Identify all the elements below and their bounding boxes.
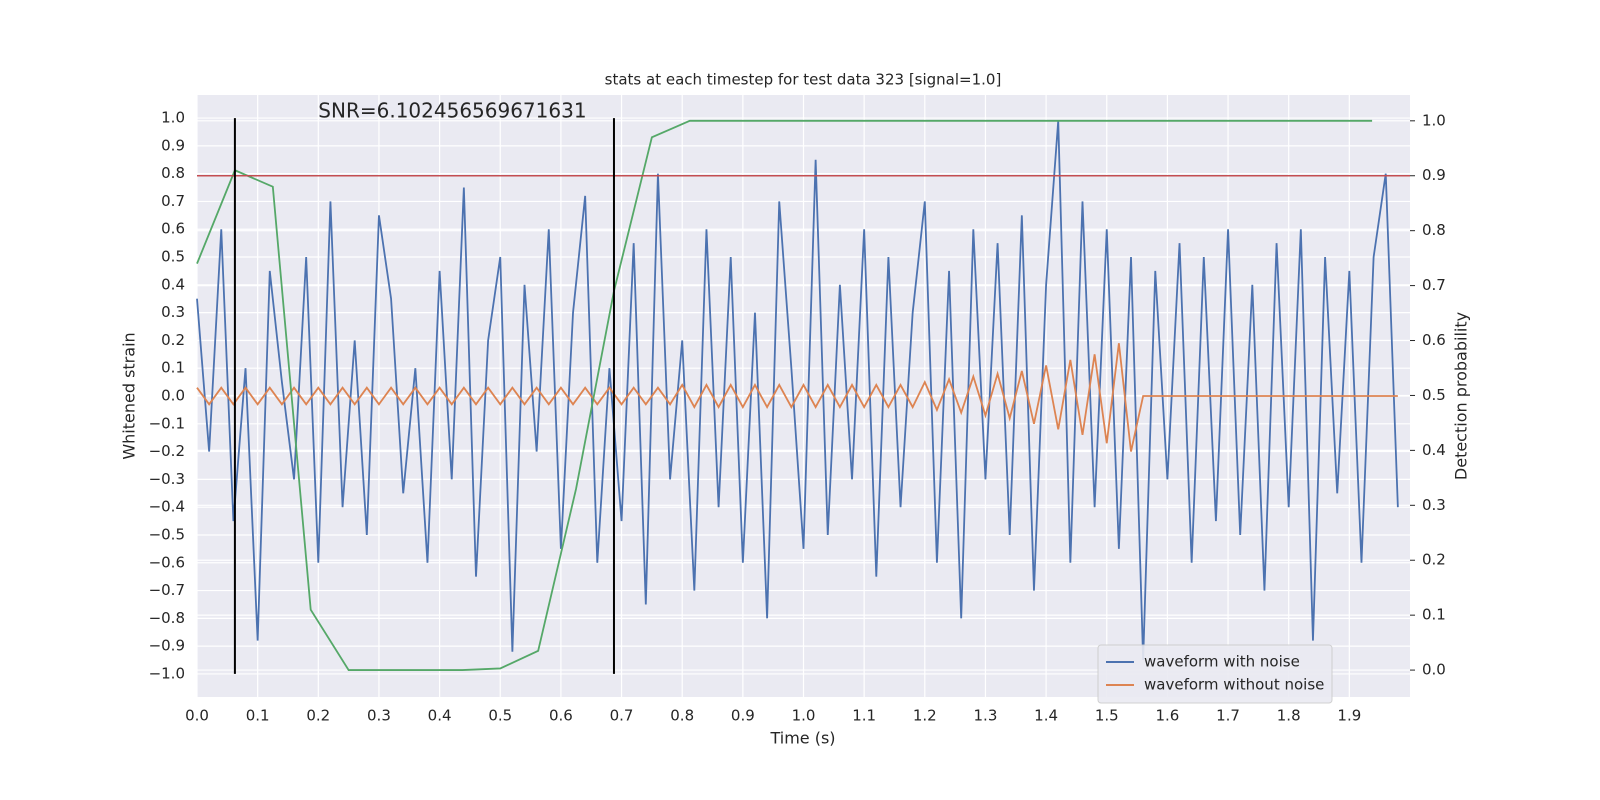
y2-axis-label: Detection probability [1452,312,1471,480]
y-tick-label: −0.3 [149,470,185,488]
x-tick-label: 1.5 [1095,707,1119,725]
legend-label: waveform with noise [1144,653,1300,671]
y-tick-label: 0.9 [161,136,185,154]
x-tick-label: 1.6 [1155,707,1179,725]
x-tick-label: 0.8 [670,707,694,725]
x-tick-label: 0.6 [549,707,573,725]
y-tick-label: −0.2 [149,442,185,460]
x-tick-label: 0.4 [428,707,452,725]
chart-title: stats at each timestep for test data 323… [605,71,1002,89]
y-tick-label: 0.3 [161,303,185,321]
series-line [196,343,1398,452]
x-axis-label: Time (s) [769,729,835,748]
x-tick-label: 1.1 [852,707,876,725]
y-tick-label: 0.8 [161,164,185,182]
y2-tick-label: 0.1 [1422,606,1446,624]
y-tick-label: 0.6 [161,220,185,238]
x-tick-label: 1.8 [1277,707,1301,725]
x-tick-label: 0.0 [185,707,209,725]
legend-box [1097,644,1333,704]
y2-tick-label: 0.9 [1422,166,1446,184]
x-tick-label: 0.2 [306,707,330,725]
y2-tick-label: 0.2 [1422,551,1446,569]
y-tick-label: 0.0 [161,387,185,405]
y-tick-label: −0.8 [149,609,185,627]
x-tick-label: 1.3 [974,707,998,725]
y-tick-label: 0.4 [161,275,185,293]
y2-tick-label: 0.5 [1422,386,1446,404]
y-tick-label: −0.9 [149,637,185,655]
y-tick-label: −0.5 [149,525,185,543]
x-tick-label: 1.0 [792,707,816,725]
y-tick-label: −1.0 [149,664,185,682]
x-tick-label: 0.7 [610,707,634,725]
y-tick-label: −0.7 [149,581,185,599]
y-tick-label: 0.5 [161,248,185,266]
y-axis-label: Whitened strain [120,332,139,459]
legend-label: waveform without noise [1144,676,1324,694]
y2-tick-label: 1.0 [1422,111,1446,129]
series-line [196,119,1373,671]
y2-tick-label: 0.3 [1422,496,1446,514]
y-tick-label: −0.1 [149,414,185,432]
y-tick-label: −0.4 [149,498,185,516]
x-tick-label: 1.7 [1216,707,1240,725]
y2-tick-label: 0.8 [1422,221,1446,239]
annotation: SNR=6.102456569671631 [318,99,586,123]
x-tick-label: 0.9 [731,707,755,725]
x-tick-label: 1.4 [1034,707,1058,725]
y-tick-label: −0.6 [149,553,185,571]
y2-tick-label: 0.6 [1422,331,1446,349]
x-tick-label: 0.3 [367,707,391,725]
x-tick-label: 1.2 [913,707,937,725]
y2-tick-label: 0.0 [1422,661,1446,679]
x-tick-label: 1.9 [1337,707,1361,725]
y-tick-label: 0.2 [161,331,185,349]
x-tick-label: 0.5 [488,707,512,725]
y-tick-label: 1.0 [161,109,185,127]
y-tick-label: 0.7 [161,192,185,210]
x-tick-label: 0.1 [246,707,270,725]
y2-tick-label: 0.7 [1422,276,1446,294]
y-tick-label: 0.1 [161,359,185,377]
y2-tick-label: 0.4 [1422,441,1446,459]
